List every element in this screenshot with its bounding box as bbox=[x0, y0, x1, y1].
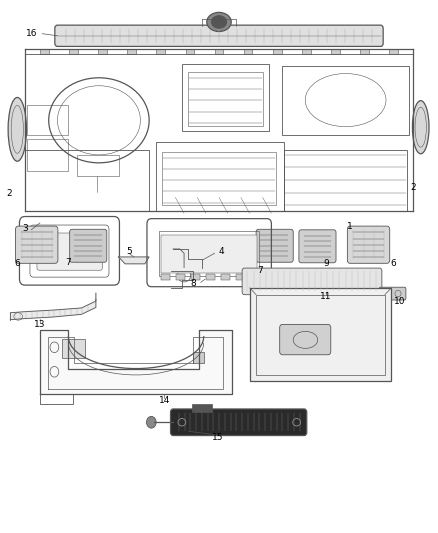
Bar bbox=[221, 274, 230, 280]
Bar bbox=[62, 340, 85, 358]
Bar bbox=[27, 106, 68, 135]
Bar bbox=[186, 49, 194, 54]
Bar bbox=[206, 274, 215, 280]
Ellipse shape bbox=[147, 416, 156, 428]
Polygon shape bbox=[11, 293, 96, 320]
FancyBboxPatch shape bbox=[170, 409, 307, 435]
Bar bbox=[244, 49, 252, 54]
Ellipse shape bbox=[207, 12, 231, 31]
FancyBboxPatch shape bbox=[55, 25, 383, 46]
FancyBboxPatch shape bbox=[256, 229, 293, 262]
Text: 8: 8 bbox=[190, 279, 196, 288]
FancyBboxPatch shape bbox=[379, 287, 406, 300]
Text: 10: 10 bbox=[395, 296, 406, 305]
Bar bbox=[40, 49, 49, 54]
Bar bbox=[256, 295, 385, 375]
Bar bbox=[156, 49, 165, 54]
FancyBboxPatch shape bbox=[242, 268, 382, 295]
Text: 16: 16 bbox=[25, 29, 37, 38]
Bar bbox=[331, 49, 340, 54]
Bar bbox=[40, 394, 73, 403]
Text: 15: 15 bbox=[212, 433, 224, 442]
FancyBboxPatch shape bbox=[280, 325, 331, 355]
Ellipse shape bbox=[211, 15, 227, 28]
Ellipse shape bbox=[8, 98, 26, 161]
Polygon shape bbox=[119, 257, 149, 264]
FancyBboxPatch shape bbox=[15, 226, 58, 263]
Bar bbox=[127, 49, 136, 54]
Bar bbox=[215, 49, 223, 54]
Text: 14: 14 bbox=[159, 396, 170, 405]
Bar bbox=[251, 274, 260, 280]
Bar bbox=[25, 150, 149, 211]
Bar bbox=[98, 49, 107, 54]
Text: 4: 4 bbox=[219, 247, 224, 256]
Bar bbox=[360, 49, 369, 54]
Text: 11: 11 bbox=[320, 292, 332, 301]
Bar bbox=[162, 152, 276, 205]
Text: 9: 9 bbox=[323, 260, 329, 268]
Bar bbox=[302, 49, 311, 54]
Text: 5: 5 bbox=[127, 247, 132, 256]
Bar bbox=[283, 66, 409, 135]
Bar bbox=[389, 49, 398, 54]
Bar bbox=[273, 49, 282, 54]
Bar bbox=[69, 49, 78, 54]
Bar bbox=[155, 142, 285, 211]
Text: 7: 7 bbox=[258, 266, 263, 275]
Ellipse shape bbox=[413, 101, 429, 154]
Text: 7: 7 bbox=[66, 259, 71, 267]
Text: 6: 6 bbox=[14, 260, 20, 268]
Bar bbox=[177, 274, 185, 280]
Bar bbox=[27, 139, 68, 171]
Bar bbox=[250, 288, 392, 381]
FancyBboxPatch shape bbox=[70, 229, 107, 262]
Bar bbox=[159, 231, 259, 276]
Polygon shape bbox=[40, 330, 232, 394]
Text: 13: 13 bbox=[34, 320, 46, 329]
Bar bbox=[161, 235, 257, 273]
FancyBboxPatch shape bbox=[37, 233, 102, 270]
FancyBboxPatch shape bbox=[347, 226, 390, 263]
Bar bbox=[193, 352, 204, 364]
Bar bbox=[161, 274, 170, 280]
FancyBboxPatch shape bbox=[299, 230, 336, 263]
Bar bbox=[285, 150, 407, 211]
Bar bbox=[192, 404, 212, 412]
Bar bbox=[191, 274, 200, 280]
Bar bbox=[188, 72, 263, 126]
Bar bbox=[182, 64, 269, 131]
Bar bbox=[77, 155, 119, 176]
Text: 2: 2 bbox=[7, 189, 12, 198]
Text: 3: 3 bbox=[22, 224, 28, 233]
Bar bbox=[237, 274, 245, 280]
Text: 2: 2 bbox=[410, 183, 416, 192]
Text: 1: 1 bbox=[347, 222, 353, 231]
Text: 6: 6 bbox=[391, 260, 396, 268]
